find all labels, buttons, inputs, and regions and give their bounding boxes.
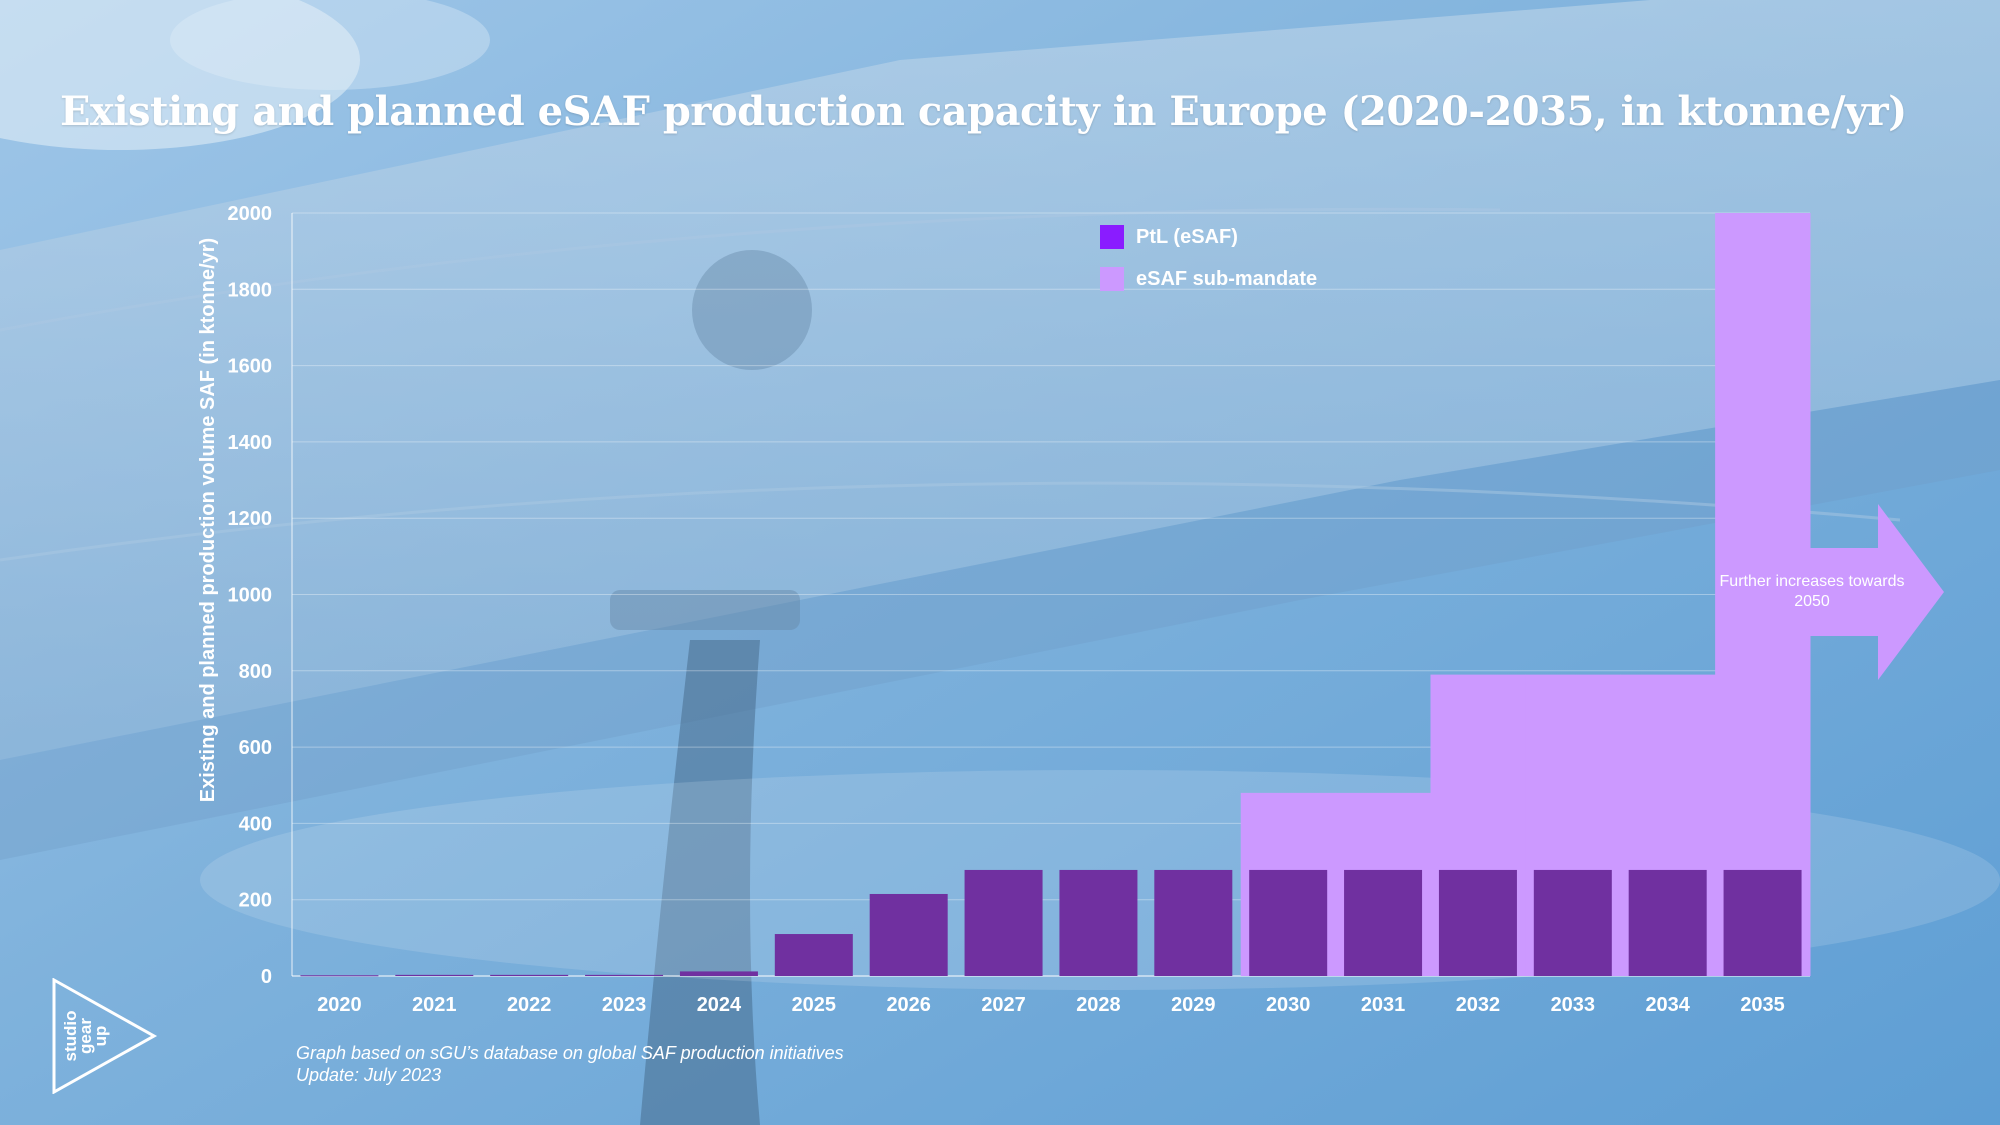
bar-ptl-2023 [585, 974, 664, 976]
x-tick-label: 2020 [317, 994, 362, 1016]
y-tick-label: 1800 [228, 279, 273, 301]
legend-swatch-ptl [1100, 225, 1124, 249]
x-tick-label: 2031 [1361, 994, 1406, 1016]
x-tick-label: 2027 [981, 994, 1026, 1016]
bar-ptl-2034 [1628, 869, 1707, 976]
y-tick-label: 0 [261, 966, 272, 988]
further-increases-note: Further increases towards 2050 [1719, 573, 1905, 610]
legend-label-submandate: eSAF sub-mandate [1136, 267, 1318, 290]
x-tick-label: 2028 [1076, 994, 1121, 1016]
y-tick-label: 800 [239, 661, 272, 683]
y-tick-label: 1200 [228, 508, 273, 530]
source-line-1: Graph based on sGU’s database on global … [296, 1043, 844, 1063]
x-tick-label: 2021 [412, 994, 457, 1016]
x-tick-label: 2029 [1171, 994, 1216, 1016]
logo-word: up [91, 1026, 110, 1047]
bar-ptl-2026 [869, 893, 948, 976]
source-note: Graph based on sGU’s database on global … [296, 1042, 844, 1086]
x-tick-label: 2034 [1645, 994, 1690, 1016]
bar-ptl-2028 [1059, 869, 1138, 976]
bar-ptl-2020 [300, 975, 379, 977]
legend-label-ptl: PtL (eSAF) [1136, 225, 1238, 248]
x-tick-label: 2022 [507, 994, 552, 1016]
y-tick-label: 600 [239, 737, 272, 759]
logo-word: gear [76, 1018, 95, 1054]
y-tick-label: 1000 [228, 585, 273, 607]
y-tick-label: 1600 [228, 356, 273, 378]
source-line-2: Update: July 2023 [296, 1065, 442, 1085]
y-tick-label: 400 [239, 813, 272, 835]
x-tick-label: 2033 [1551, 994, 1596, 1016]
x-tick-labels: 2020 2021 2022 2023 2024 2025 2026 2027 2028 2029… [317, 994, 1785, 1016]
bar-ptl-2022 [490, 974, 569, 976]
x-tick-label: 2035 [1740, 994, 1785, 1016]
x-tick-label: 2024 [697, 994, 742, 1016]
legend-swatch-submandate [1100, 267, 1124, 291]
x-tick-label: 2023 [602, 994, 647, 1016]
bar-ptl-2033 [1533, 869, 1612, 976]
bar-ptl-2035 [1723, 869, 1802, 976]
y-tick-label: 1400 [228, 432, 273, 454]
y-tick-label: 2000 [228, 203, 273, 225]
bar-ptl-2021 [395, 974, 474, 976]
bar-ptl-2027 [964, 869, 1043, 976]
x-tick-label: 2025 [792, 994, 837, 1016]
ptl-series [300, 869, 1802, 977]
legend-item-ptl: PtL (eSAF) [1100, 224, 1317, 250]
bar-ptl-2030 [1249, 869, 1328, 976]
further-increases-arrow [1808, 504, 1944, 680]
legend-item-submandate: eSAF sub-mandate [1100, 266, 1317, 292]
x-tick-label: 2030 [1266, 994, 1311, 1016]
bar-ptl-2031 [1344, 869, 1423, 976]
y-tick-label: 200 [239, 890, 272, 912]
x-tick-label: 2026 [886, 994, 931, 1016]
bar-ptl-2032 [1438, 869, 1517, 976]
bar-submandate-2035 [1715, 213, 1811, 976]
chart-title: Existing and planned eSAF production cap… [60, 88, 1907, 135]
bar-ptl-2024 [679, 971, 758, 976]
y-tick-labels: 0 200 400 600 800 1000 1200 1400 1600 1800 2000 [228, 203, 273, 988]
logo-word: studio [61, 1011, 80, 1062]
x-tick-label: 2032 [1456, 994, 1501, 1016]
bar-ptl-2029 [1154, 869, 1233, 976]
bar-ptl-2025 [774, 934, 853, 976]
legend: PtL (eSAF) eSAF sub-mandate [1100, 224, 1317, 308]
